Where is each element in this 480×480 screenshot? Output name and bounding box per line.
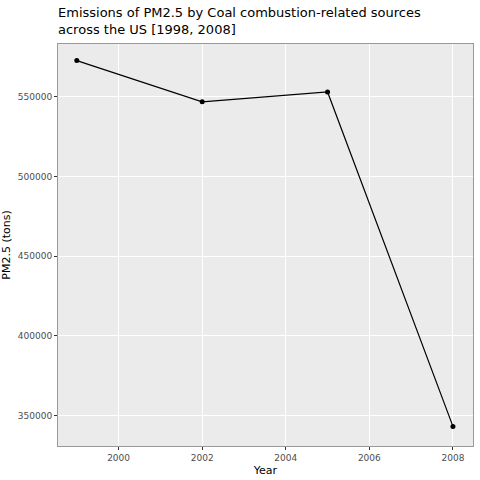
svg-text:2008: 2008: [441, 453, 464, 463]
svg-text:Year: Year: [253, 464, 278, 477]
svg-text:2000: 2000: [107, 453, 130, 463]
svg-text:500000: 500000: [18, 172, 53, 182]
svg-text:450000: 450000: [18, 251, 53, 261]
svg-text:550000: 550000: [18, 92, 53, 102]
svg-text:Emissions of PM2.5 by Coal com: Emissions of PM2.5 by Coal combustion-re…: [58, 5, 421, 37]
svg-text:400000: 400000: [18, 331, 53, 341]
svg-text:350000: 350000: [18, 411, 53, 421]
svg-text:2006: 2006: [358, 453, 381, 463]
svg-text:PM2.5 (tons): PM2.5 (tons): [0, 210, 13, 279]
svg-text:2002: 2002: [191, 453, 214, 463]
svg-text:2004: 2004: [274, 453, 297, 463]
